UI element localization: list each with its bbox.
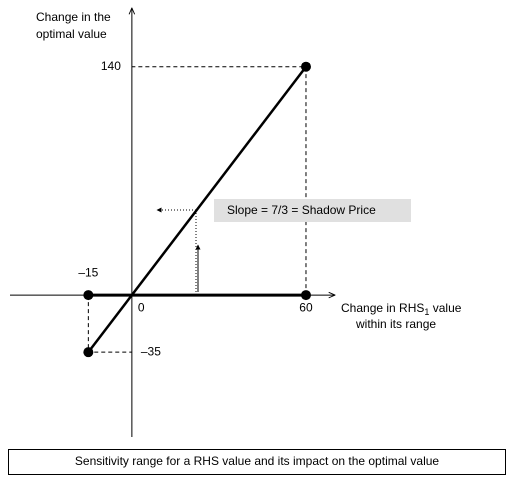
x-tick-label: 0 (138, 300, 145, 314)
caption-box (8, 449, 506, 475)
line (87, 65, 307, 353)
x-axis-label-part: value (429, 301, 461, 315)
y-tick-label: –35 (141, 344, 161, 358)
x-tick-label: –15 (78, 265, 98, 279)
x-axis-label-part: Change in RHS (341, 301, 424, 315)
x-tick-label: 60 (299, 300, 313, 314)
range-point (300, 290, 311, 301)
x-axis-label-subscript: 1 (424, 307, 429, 317)
point (300, 61, 311, 72)
x-axis-label: Change in RHS1 value (341, 301, 462, 317)
annotation-box (214, 199, 411, 222)
guide-line (131, 66, 307, 296)
range-point (83, 290, 94, 301)
annotation: Slope = 7/3 = Shadow Price (227, 203, 376, 217)
y-tick-label: 140 (101, 59, 121, 73)
point (83, 347, 94, 358)
caption: Sensitivity range for a RHS value and it… (75, 454, 440, 468)
plot: –15 0 60 –35 140 (10, 8, 335, 437)
y-axis-label: Change in the (36, 10, 111, 24)
y-axis-label: optimal value (36, 27, 107, 41)
x-axis-label: within its range (355, 317, 436, 331)
